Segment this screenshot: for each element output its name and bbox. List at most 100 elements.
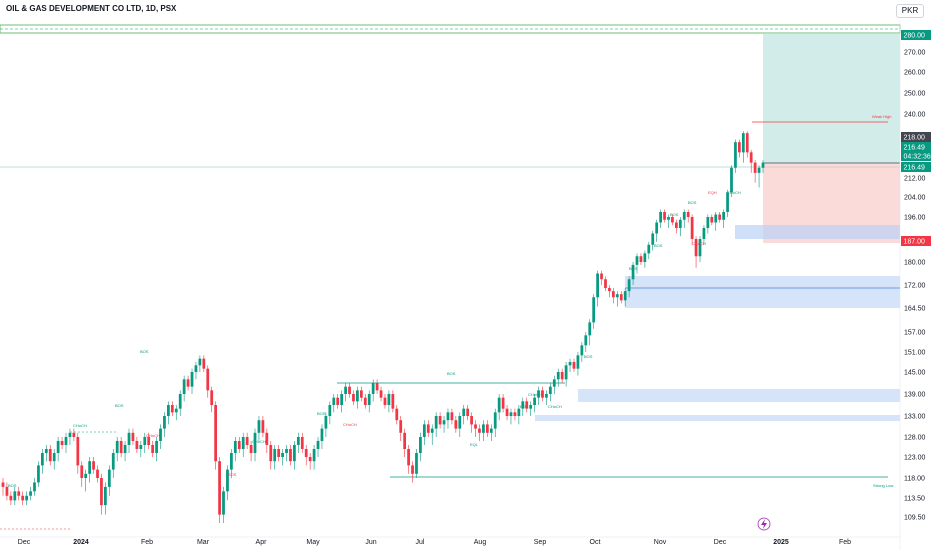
ann-choch-2: CHoCH xyxy=(146,433,160,438)
price-badge: 04:32:36 xyxy=(901,151,931,161)
candle xyxy=(80,461,84,487)
price-badge: 216.49 xyxy=(901,162,931,172)
candle xyxy=(111,449,115,478)
candle xyxy=(446,408,450,429)
candle xyxy=(415,449,418,478)
candle xyxy=(411,461,414,483)
candle xyxy=(289,445,292,466)
candle xyxy=(29,486,32,501)
candle xyxy=(230,449,233,478)
candle xyxy=(690,214,694,245)
ann-choch-7: CHoCH xyxy=(727,190,741,195)
candle xyxy=(422,420,426,445)
annotations: BOS BOS CHoCH BOS CHoCH CHoCH BOS BOS BO… xyxy=(8,114,893,488)
candle xyxy=(293,441,296,470)
candle xyxy=(296,432,300,453)
ann-bos-9: BOS xyxy=(629,266,638,271)
candle xyxy=(674,219,678,234)
candle xyxy=(76,432,80,474)
candle xyxy=(233,437,237,462)
candle xyxy=(678,217,682,237)
ann-bos-4: BOS xyxy=(228,472,237,477)
candle xyxy=(348,383,351,398)
candle xyxy=(273,445,277,470)
currency-selector[interactable]: PKR xyxy=(896,4,924,18)
candle xyxy=(119,437,123,457)
price-tick: 139.00 xyxy=(904,392,926,399)
candle xyxy=(226,465,229,501)
ann-choch-8: CHoCH xyxy=(692,241,706,246)
candle xyxy=(438,412,442,429)
candle xyxy=(639,253,643,265)
time-tick: Dec xyxy=(714,539,727,546)
lightning-icon[interactable] xyxy=(757,517,771,531)
ann-weak-high: Weak High xyxy=(872,114,892,119)
time-tick: Oct xyxy=(590,539,601,546)
demand-zone-4 xyxy=(535,415,900,421)
ann-choch-6: CHoCH xyxy=(548,404,562,409)
candles-group xyxy=(1,131,765,523)
candle xyxy=(753,160,757,183)
candle xyxy=(359,386,363,402)
candle xyxy=(308,453,312,470)
ann-bos-10: BOS xyxy=(654,243,663,248)
candle xyxy=(407,445,410,474)
candle xyxy=(210,386,214,413)
candle xyxy=(135,437,139,453)
candle xyxy=(391,390,395,413)
candle xyxy=(237,437,241,453)
candle xyxy=(123,441,127,462)
time-tick: Dec xyxy=(18,539,31,546)
candle xyxy=(92,457,95,474)
candle xyxy=(619,291,623,304)
candle xyxy=(159,424,162,449)
candle xyxy=(241,432,245,457)
candle xyxy=(722,209,725,228)
candle xyxy=(194,362,198,380)
candle xyxy=(72,428,76,441)
time-tick: Sep xyxy=(534,539,547,546)
candle xyxy=(726,189,729,217)
price-badges: 280.00 218.00 216.49 04:32:36 216.49 187.00 xyxy=(901,30,931,246)
candle xyxy=(206,365,210,398)
candle xyxy=(761,160,765,173)
price-tick: 270.00 xyxy=(904,50,926,57)
candle xyxy=(757,165,761,188)
candle xyxy=(737,139,741,158)
candle xyxy=(509,408,513,425)
candle xyxy=(375,379,379,394)
candle xyxy=(261,416,265,437)
candle xyxy=(218,457,221,523)
candle xyxy=(170,401,174,416)
price-tick: 157.00 xyxy=(904,330,926,337)
candle xyxy=(568,358,572,372)
candle xyxy=(316,437,320,457)
candle xyxy=(611,288,615,304)
candle xyxy=(190,368,194,394)
candle xyxy=(52,449,56,470)
ann-eql: EQL xyxy=(470,442,479,447)
time-tick: Mar xyxy=(197,539,210,546)
candle xyxy=(623,288,627,307)
candle xyxy=(635,253,639,274)
price-tick: 164.50 xyxy=(904,306,926,313)
candle xyxy=(174,405,178,421)
price-tick: 109.50 xyxy=(904,515,926,522)
candle xyxy=(182,375,186,402)
candle xyxy=(356,386,359,409)
candle xyxy=(178,390,182,416)
candle xyxy=(328,401,332,425)
ann-bos-5: BOS xyxy=(447,371,456,376)
candle xyxy=(426,420,430,437)
candle xyxy=(564,362,568,387)
candle xyxy=(615,291,619,307)
candle xyxy=(17,486,21,501)
candle xyxy=(363,394,367,409)
svg-text:218.00: 218.00 xyxy=(904,135,926,142)
price-tick: 240.00 xyxy=(904,112,926,119)
candle xyxy=(419,432,422,462)
ann-bos-7: BOS xyxy=(520,404,529,409)
candle xyxy=(686,209,690,223)
chart-title: OIL & GAS DEVELOPMENT CO LTD, 1D, PSX xyxy=(6,4,177,13)
